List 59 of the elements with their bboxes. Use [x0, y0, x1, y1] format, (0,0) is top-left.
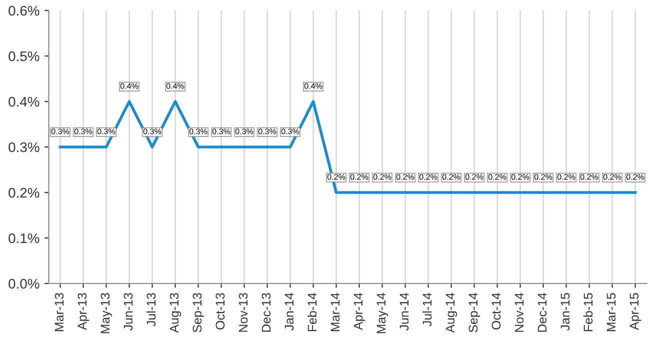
- x-tick-label: Mar-14: [330, 292, 340, 332]
- data-label: 0.2%: [626, 174, 644, 180]
- x-tick-label: Jun-14: [400, 292, 409, 331]
- data-label: 0.2%: [557, 174, 576, 180]
- data-label: 0.4%: [304, 83, 322, 89]
- x-tick-label: Nov-13: [238, 293, 248, 332]
- data-label: 0.3%: [235, 128, 254, 134]
- x-tick-label: May-14: [376, 292, 388, 334]
- data-label: 0.3%: [281, 128, 300, 134]
- x-tick-label: Nov-14: [514, 292, 524, 332]
- data-label: 0.3%: [212, 128, 230, 134]
- x-tick-label: Aug-13: [170, 293, 182, 333]
- x-tick-label: Feb-14: [307, 292, 317, 332]
- x-tick-label: Jan-14: [284, 292, 294, 331]
- y-tick-label: 0.5%: [8, 51, 40, 62]
- x-tick-label: Apr-13: [78, 293, 90, 330]
- data-label: 0.2%: [396, 174, 414, 180]
- data-label: 0.2%: [373, 174, 392, 180]
- y-tick-label: 0.3%: [8, 142, 40, 152]
- x-tick-label: Mar-15: [606, 293, 616, 332]
- x-tick-label: Apr-15: [630, 293, 642, 330]
- data-label: 0.3%: [189, 128, 208, 134]
- x-tick-label: Dec-14: [538, 292, 547, 332]
- y-tick-label: 0.4%: [8, 96, 40, 107]
- y-tick-label: 0.2%: [8, 188, 40, 198]
- data-label: 0.3%: [74, 128, 92, 134]
- data-label: 0.3%: [143, 128, 162, 134]
- x-tick-label: Jul-13: [146, 293, 156, 326]
- data-label: 0.2%: [327, 174, 346, 180]
- data-label: 0.4%: [120, 83, 138, 89]
- x-tick-label: Jan-15: [560, 293, 570, 331]
- x-tick-label: Jun-13: [124, 293, 133, 331]
- data-label: 0.2%: [511, 174, 530, 180]
- data-label: 0.2%: [442, 174, 460, 180]
- data-label: 0.2%: [603, 174, 622, 180]
- data-label: 0.3%: [51, 128, 70, 134]
- x-tick-label: Jul-14: [422, 292, 432, 326]
- y-tick-label: 0.1%: [8, 233, 40, 244]
- data-label: 0.3%: [258, 128, 276, 134]
- data-label: 0.4%: [166, 83, 184, 89]
- data-label: 0.2%: [534, 174, 552, 180]
- x-tick-label: Dec-13: [262, 293, 271, 332]
- y-tick-label: 0.6%: [8, 6, 40, 16]
- x-tick-label: Mar-13: [54, 293, 64, 332]
- x-tick-label: Aug-14: [446, 292, 458, 333]
- data-label: 0.2%: [419, 174, 438, 180]
- x-tick-label: May-13: [100, 293, 112, 334]
- x-tick-label: Feb-15: [583, 293, 593, 332]
- y-tick-label: 0.0%: [8, 278, 40, 289]
- data-label: 0.2%: [350, 174, 368, 180]
- x-tick-label: Oct-14: [492, 292, 501, 330]
- x-tick-label: Apr-14: [354, 292, 366, 330]
- data-label: 0.3%: [97, 128, 116, 134]
- x-tick-label: Sep-14: [468, 292, 480, 332]
- data-label: 0.2%: [580, 174, 598, 180]
- data-label: 0.2%: [465, 174, 484, 180]
- x-tick-label: Oct-13: [216, 293, 225, 330]
- data-label: 0.2%: [488, 174, 506, 180]
- x-tick-label: Sep-13: [192, 293, 204, 332]
